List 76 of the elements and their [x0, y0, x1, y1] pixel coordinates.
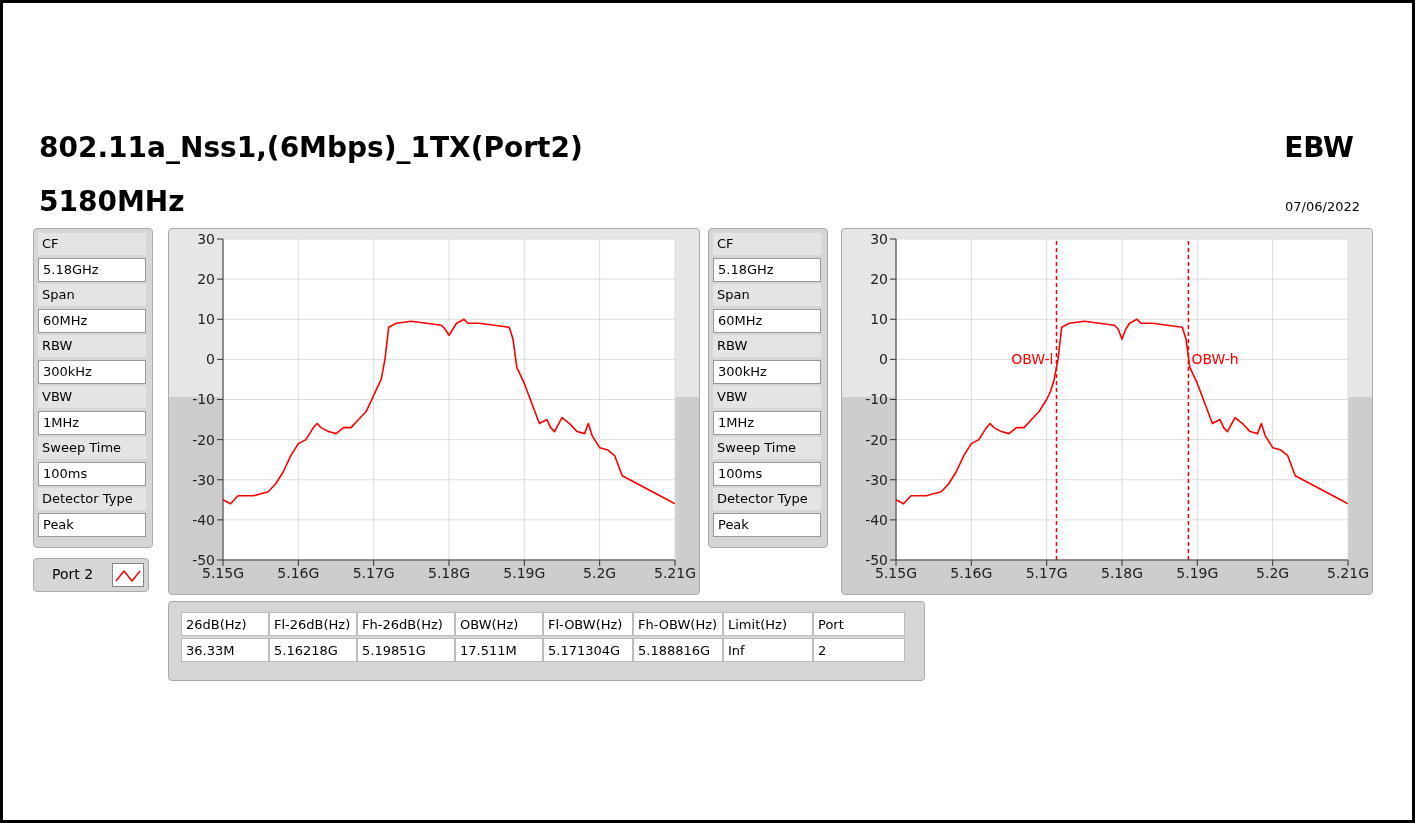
- text: Detector Type: [38, 488, 146, 510]
- text: Peak: [713, 513, 821, 537]
- text: Sweep Time: [713, 437, 821, 459]
- y-tick-label: 10: [197, 311, 215, 328]
- y-tick-label: 10: [870, 311, 888, 328]
- x-tick-label: 5.2G: [583, 564, 617, 581]
- text: Limit(Hz): [723, 612, 813, 636]
- y-tick-label: 20: [870, 271, 888, 288]
- text: Port: [813, 612, 905, 636]
- text: 17.511M: [455, 638, 543, 662]
- text: Peak: [38, 513, 146, 537]
- text: 60MHz: [713, 309, 821, 333]
- text: RBW: [38, 335, 146, 357]
- x-tick-label: 5.17G: [352, 564, 395, 581]
- text: 5.188816G: [633, 638, 723, 662]
- text: Detector Type: [713, 488, 821, 510]
- text: 60MHz: [38, 309, 146, 333]
- x-tick-label: 5.18G: [1100, 564, 1144, 581]
- ref-line-label: OBW-l: [1011, 351, 1054, 368]
- text: OBW(Hz): [455, 612, 543, 636]
- y-tick-label: 30: [870, 230, 888, 247]
- y-tick-label: -20: [192, 431, 215, 448]
- y-tick-label: -20: [865, 431, 888, 448]
- text: 5.19851G: [357, 638, 455, 662]
- text: VBW: [38, 386, 146, 408]
- text: 36.33M: [181, 638, 269, 662]
- text: CF: [713, 233, 821, 255]
- text: 5.18GHz: [713, 258, 821, 282]
- line-series: [223, 318, 675, 505]
- y-tick-label: -10: [865, 391, 888, 408]
- text: EBW: [1284, 131, 1354, 164]
- text: CF: [38, 233, 146, 255]
- text: Fh-OBW(Hz): [633, 612, 723, 636]
- text: 100ms: [713, 462, 821, 486]
- text: 07/06/2022: [1285, 199, 1360, 214]
- text: Fl-OBW(Hz): [543, 612, 633, 636]
- legend-label: Port 2: [52, 566, 94, 582]
- text: 5180MHz: [39, 185, 185, 218]
- x-tick-label: 5.2G: [1256, 564, 1290, 581]
- y-tick-label: 30: [197, 230, 215, 247]
- x-tick-label: 5.16G: [277, 564, 320, 581]
- y-tick-label: 0: [206, 351, 215, 368]
- text: Inf: [723, 638, 813, 662]
- text: 300kHz: [713, 360, 821, 384]
- y-tick-label: -30: [192, 471, 215, 488]
- text: 5.18GHz: [38, 258, 146, 282]
- x-tick-label: 5.17G: [1025, 564, 1068, 581]
- text: 5.16218G: [269, 638, 357, 662]
- y-tick-label: 0: [879, 351, 888, 368]
- text: Fh-26dB(Hz): [357, 612, 455, 636]
- y-tick-label: -40: [865, 511, 888, 528]
- x-tick-label: 5.21G: [653, 564, 697, 581]
- text: Span: [713, 284, 821, 306]
- text: VBW: [713, 386, 821, 408]
- text: 1MHz: [713, 411, 821, 435]
- text: Span: [38, 284, 146, 306]
- text: RBW: [713, 335, 821, 357]
- x-tick-label: 5.18G: [427, 564, 471, 581]
- text: 2: [813, 638, 905, 662]
- y-tick-label: 20: [197, 271, 215, 288]
- text: 26dB(Hz): [181, 612, 269, 636]
- text: 300kHz: [38, 360, 146, 384]
- text: 5.171304G: [543, 638, 633, 662]
- text: Sweep Time: [38, 437, 146, 459]
- y-tick-label: -10: [192, 391, 215, 408]
- y-tick-label: -30: [865, 471, 888, 488]
- ref-line-label: OBW-h: [1191, 351, 1239, 368]
- x-tick-label: 5.19G: [1176, 564, 1219, 581]
- x-tick-label: 5.21G: [1326, 564, 1370, 581]
- x-tick-label: 5.16G: [950, 564, 993, 581]
- x-tick-label: 5.19G: [503, 564, 546, 581]
- text: 100ms: [38, 462, 146, 486]
- text: 802.11a_Nss1,(6Mbps)_1TX(Port2): [39, 131, 583, 164]
- text: 1MHz: [38, 411, 146, 435]
- y-tick-label: -40: [192, 511, 215, 528]
- text: Fl-26dB(Hz): [269, 612, 357, 636]
